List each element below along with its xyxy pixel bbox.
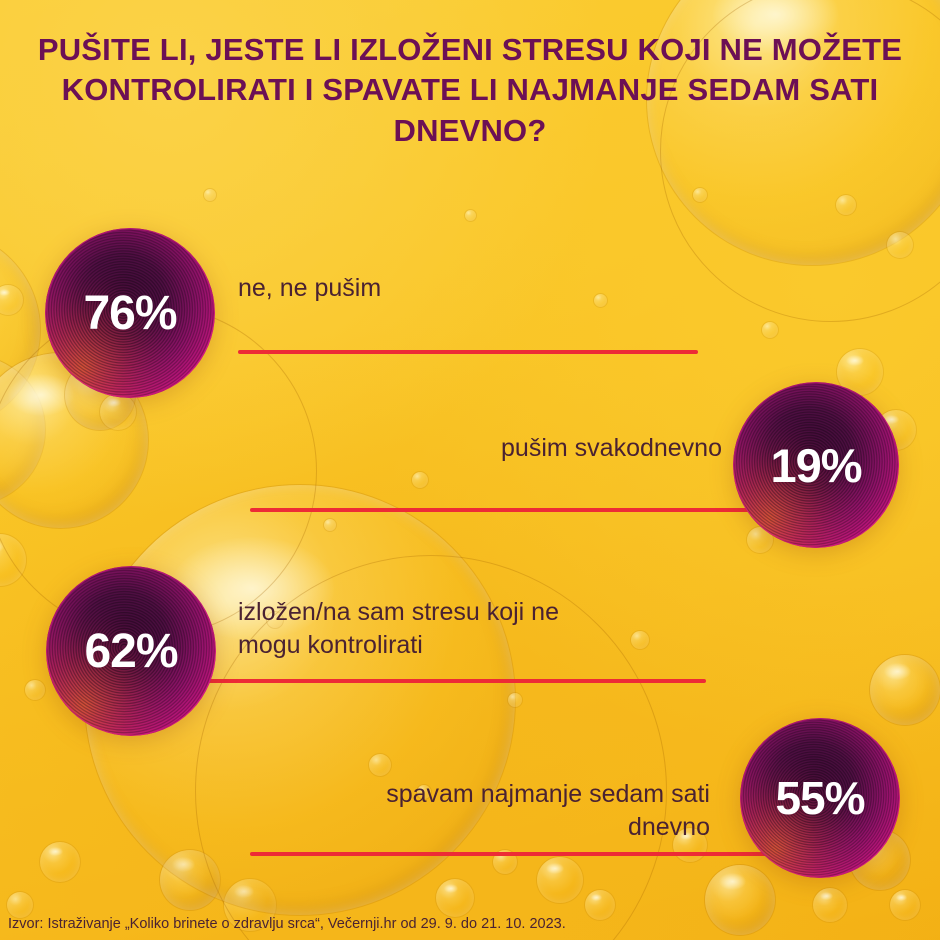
spiral-ring-graphic [733, 382, 899, 548]
background-bubble [673, 828, 707, 862]
percentage-disc: 55% [740, 718, 900, 878]
spiral-rings [46, 566, 216, 736]
spiral-rings [733, 382, 899, 548]
source-note: Izvor: Istraživanje „Koliko brinete o zd… [8, 916, 566, 932]
percentage-value: 19% [770, 438, 862, 492]
spiral-ring-graphic [45, 228, 215, 398]
spiral-rings [45, 228, 215, 398]
row-label: pušim svakodnevno [501, 434, 722, 462]
row-divider-line [206, 679, 706, 683]
spiral-rings [740, 718, 900, 878]
percentage-disc: 62% [46, 566, 216, 736]
row-divider-line [250, 508, 760, 512]
row-label: ne, ne pušim [238, 274, 382, 302]
background-bubble [204, 189, 216, 201]
percentage-value: 55% [775, 772, 865, 824]
spiral-ring-graphic [46, 566, 216, 736]
background-bubble [890, 890, 920, 920]
background-bubble [813, 888, 847, 922]
row-divider-line [250, 852, 775, 856]
background-bubble [40, 842, 80, 882]
background-bubble [324, 519, 336, 531]
background-bubble [762, 322, 778, 338]
row-label: izložen/na sam stresu koji ne mogu kontr… [238, 598, 559, 659]
percentage-disc: 19% [733, 382, 899, 548]
background-bubble [870, 655, 940, 725]
background-bubble [7, 892, 33, 918]
percentage-disc: 76% [45, 228, 215, 398]
spiral-ring-graphic [740, 718, 900, 878]
background-bubble [0, 285, 23, 315]
background-bubble [412, 472, 428, 488]
percentage-value: 62% [84, 624, 178, 678]
background-bubble [705, 865, 775, 935]
page-title: PUŠITE LI, JESTE LI IZLOŽENI STRESU KOJI… [37, 32, 903, 148]
row-divider-line [238, 350, 698, 354]
percentage-value: 76% [83, 286, 177, 340]
row-label: spavam najmanje sedam sati dnevno [386, 780, 710, 841]
background-bubble [631, 631, 649, 649]
background-bubble [464, 209, 476, 221]
background-bubble [593, 293, 607, 307]
background-bubble [25, 680, 45, 700]
